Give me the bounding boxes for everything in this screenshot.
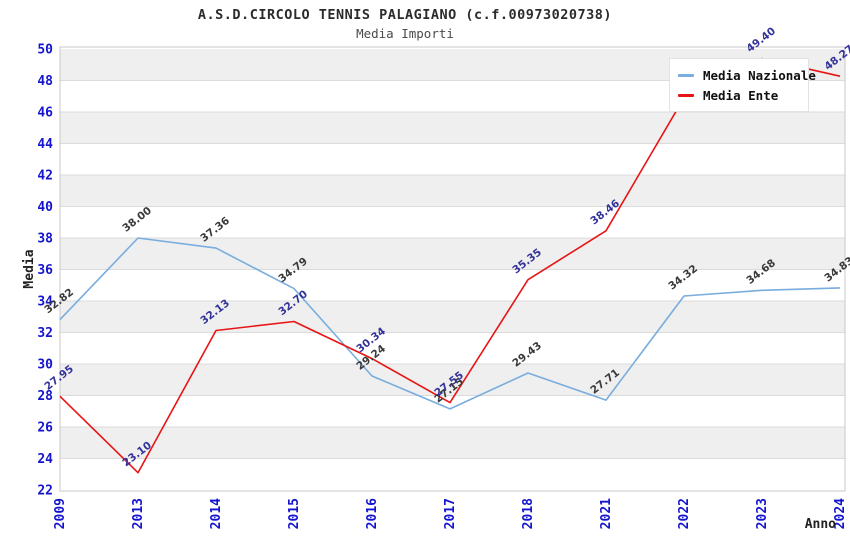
legend-swatch-nazionale-icon xyxy=(678,73,694,77)
x-axis-title: Anno xyxy=(805,517,836,532)
x-tick-label: 2015 xyxy=(287,498,302,529)
grid-band xyxy=(60,427,845,459)
y-tick-label: 42 xyxy=(37,169,53,184)
y-tick-label: 30 xyxy=(37,358,53,373)
x-tick-label: 2017 xyxy=(443,498,458,529)
y-tick-label: 32 xyxy=(37,326,53,341)
data-label: 38.00 xyxy=(120,205,154,235)
x-tick-label: 2021 xyxy=(599,498,614,529)
grid-band xyxy=(60,301,845,333)
y-tick-label: 24 xyxy=(37,452,53,467)
grid-band xyxy=(60,238,845,270)
x-tick-label: 2023 xyxy=(755,498,770,529)
series-line-media-nazionale xyxy=(59,237,841,410)
x-tick-label: 2018 xyxy=(521,498,536,529)
legend-item-media-ente: Media Ente xyxy=(678,85,798,105)
y-tick-label: 48 xyxy=(37,74,53,89)
chart-subtitle: Media Importi xyxy=(356,26,454,41)
grid-band xyxy=(60,112,845,144)
y-tick-label: 34 xyxy=(37,295,53,310)
y-tick-label: 36 xyxy=(37,263,53,278)
y-tick-label: 22 xyxy=(37,484,53,499)
y-tick-label: 28 xyxy=(37,389,53,404)
y-tick-label: 26 xyxy=(37,421,53,436)
x-tick-label: 2024 xyxy=(833,498,848,529)
legend-label: Media Ente xyxy=(703,87,779,103)
plot-border xyxy=(59,46,846,492)
x-tick-label: 2022 xyxy=(677,498,692,529)
grid-band xyxy=(60,175,845,207)
grid-band xyxy=(60,364,845,396)
legend-item-media-nazionale: Media Nazionale xyxy=(678,65,816,85)
y-tick-label: 40 xyxy=(37,200,53,215)
legend-swatch-ente-icon xyxy=(678,93,694,97)
legend: Media Nazionale Media Ente xyxy=(669,58,816,112)
legend-label: Media Nazionale xyxy=(703,67,816,83)
y-tick-label: 44 xyxy=(37,137,53,152)
y-tick-label: 38 xyxy=(37,232,53,247)
x-tick-label: 2016 xyxy=(365,498,380,529)
y-axis-title: Media xyxy=(22,249,37,288)
chart-title: A.S.D.CIRCOLO TENNIS PALAGIANO (c.f.0097… xyxy=(197,7,613,23)
x-tick-label: 2013 xyxy=(131,498,146,529)
y-tick-label: 46 xyxy=(37,106,53,121)
y-tick-label: 50 xyxy=(37,43,53,58)
x-tick-label: 2014 xyxy=(209,498,224,529)
x-tick-label: 2009 xyxy=(53,498,68,529)
